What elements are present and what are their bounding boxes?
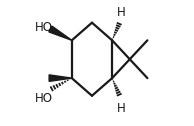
- Text: HO: HO: [35, 21, 53, 34]
- Text: H: H: [117, 102, 126, 115]
- Text: H: H: [117, 6, 126, 19]
- Polygon shape: [49, 26, 72, 40]
- Polygon shape: [49, 75, 72, 81]
- Text: HO: HO: [35, 92, 53, 105]
